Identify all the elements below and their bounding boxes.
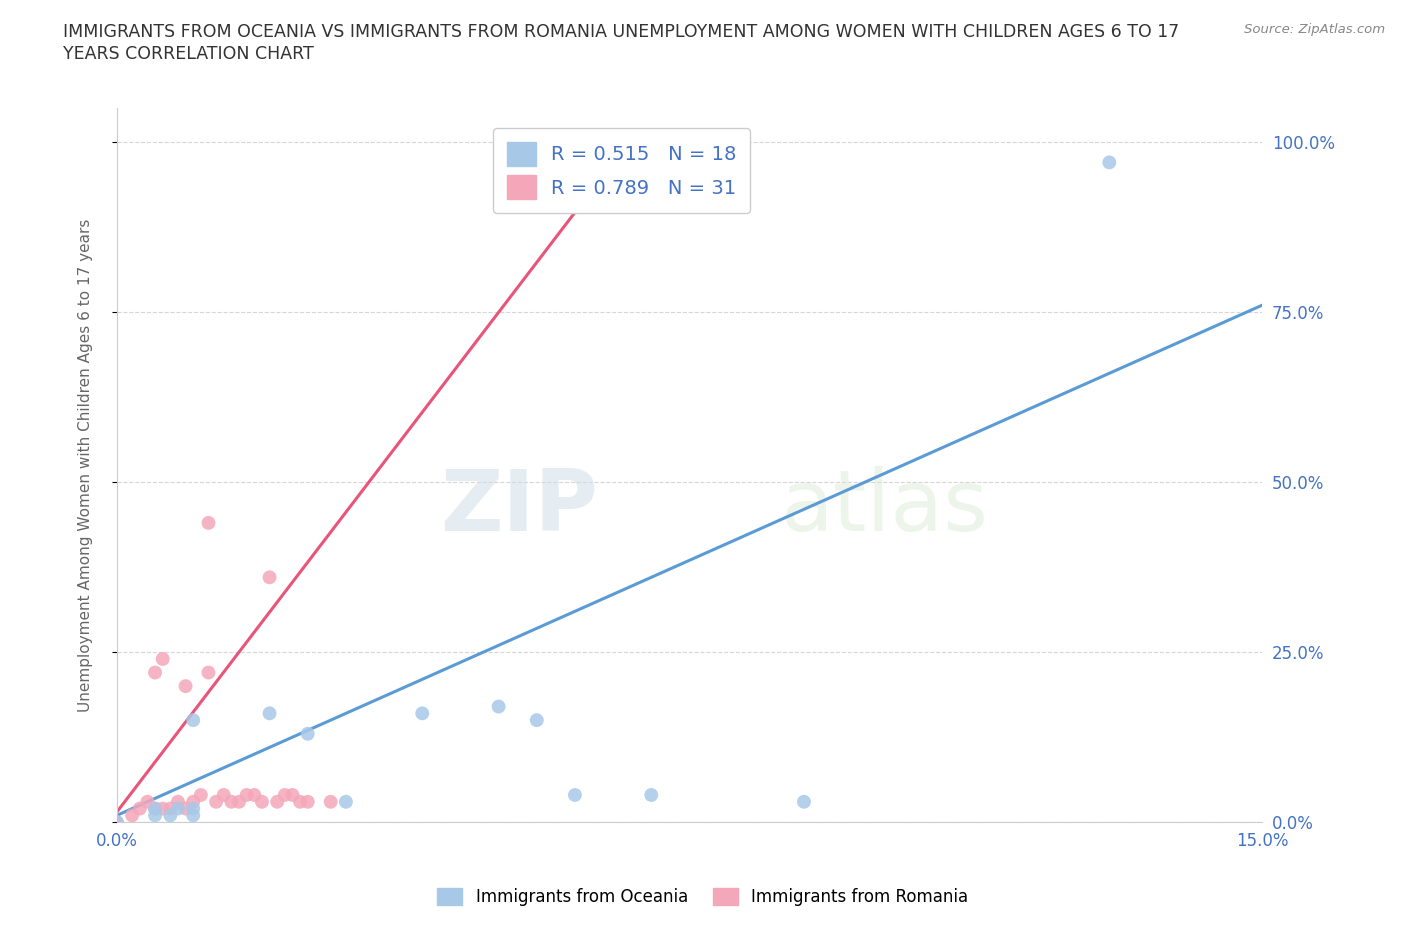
Point	[167, 794, 190, 809]
Point	[143, 801, 166, 816]
Point	[526, 712, 548, 727]
Point	[190, 788, 212, 803]
Point	[212, 788, 235, 803]
Point	[143, 801, 166, 816]
Point	[167, 801, 190, 816]
Point	[181, 808, 204, 823]
Point	[143, 808, 166, 823]
Point	[105, 815, 128, 830]
Point	[181, 794, 204, 809]
Point	[128, 801, 150, 816]
Point	[274, 788, 297, 803]
Point	[793, 794, 815, 809]
Point	[250, 794, 273, 809]
Text: YEARS CORRELATION CHART: YEARS CORRELATION CHART	[63, 45, 314, 62]
Point	[228, 794, 250, 809]
Point	[564, 788, 586, 803]
Point	[640, 788, 662, 803]
Point	[174, 801, 197, 816]
Point	[243, 788, 266, 803]
Text: IMMIGRANTS FROM OCEANIA VS IMMIGRANTS FROM ROMANIA UNEMPLOYMENT AMONG WOMEN WITH: IMMIGRANTS FROM OCEANIA VS IMMIGRANTS FR…	[63, 23, 1180, 41]
Point	[602, 168, 624, 183]
Point	[152, 652, 174, 667]
Text: ZIP: ZIP	[440, 467, 598, 550]
Point	[259, 570, 281, 585]
Point	[159, 808, 181, 823]
Point	[297, 726, 319, 741]
Point	[259, 706, 281, 721]
Point	[197, 665, 219, 680]
Point	[335, 794, 357, 809]
Point	[181, 712, 204, 727]
Point	[205, 794, 228, 809]
Text: atlas: atlas	[782, 467, 988, 550]
Point	[319, 794, 342, 809]
Legend: R = 0.515   N = 18, R = 0.789   N = 31: R = 0.515 N = 18, R = 0.789 N = 31	[494, 128, 751, 213]
Point	[121, 808, 143, 823]
Point	[411, 706, 433, 721]
Y-axis label: Unemployment Among Women with Children Ages 6 to 17 years: Unemployment Among Women with Children A…	[79, 219, 93, 711]
Point	[221, 794, 243, 809]
Point	[174, 679, 197, 694]
Point	[143, 665, 166, 680]
Point	[235, 788, 257, 803]
Point	[1098, 155, 1121, 170]
Point	[152, 801, 174, 816]
Point	[181, 801, 204, 816]
Point	[266, 794, 288, 809]
Point	[288, 794, 311, 809]
Point	[488, 699, 510, 714]
Point	[281, 788, 304, 803]
Point	[197, 515, 219, 530]
Point	[136, 794, 159, 809]
Legend: Immigrants from Oceania, Immigrants from Romania: Immigrants from Oceania, Immigrants from…	[430, 881, 976, 912]
Point	[297, 794, 319, 809]
Text: Source: ZipAtlas.com: Source: ZipAtlas.com	[1244, 23, 1385, 36]
Point	[105, 815, 128, 830]
Point	[159, 801, 181, 816]
